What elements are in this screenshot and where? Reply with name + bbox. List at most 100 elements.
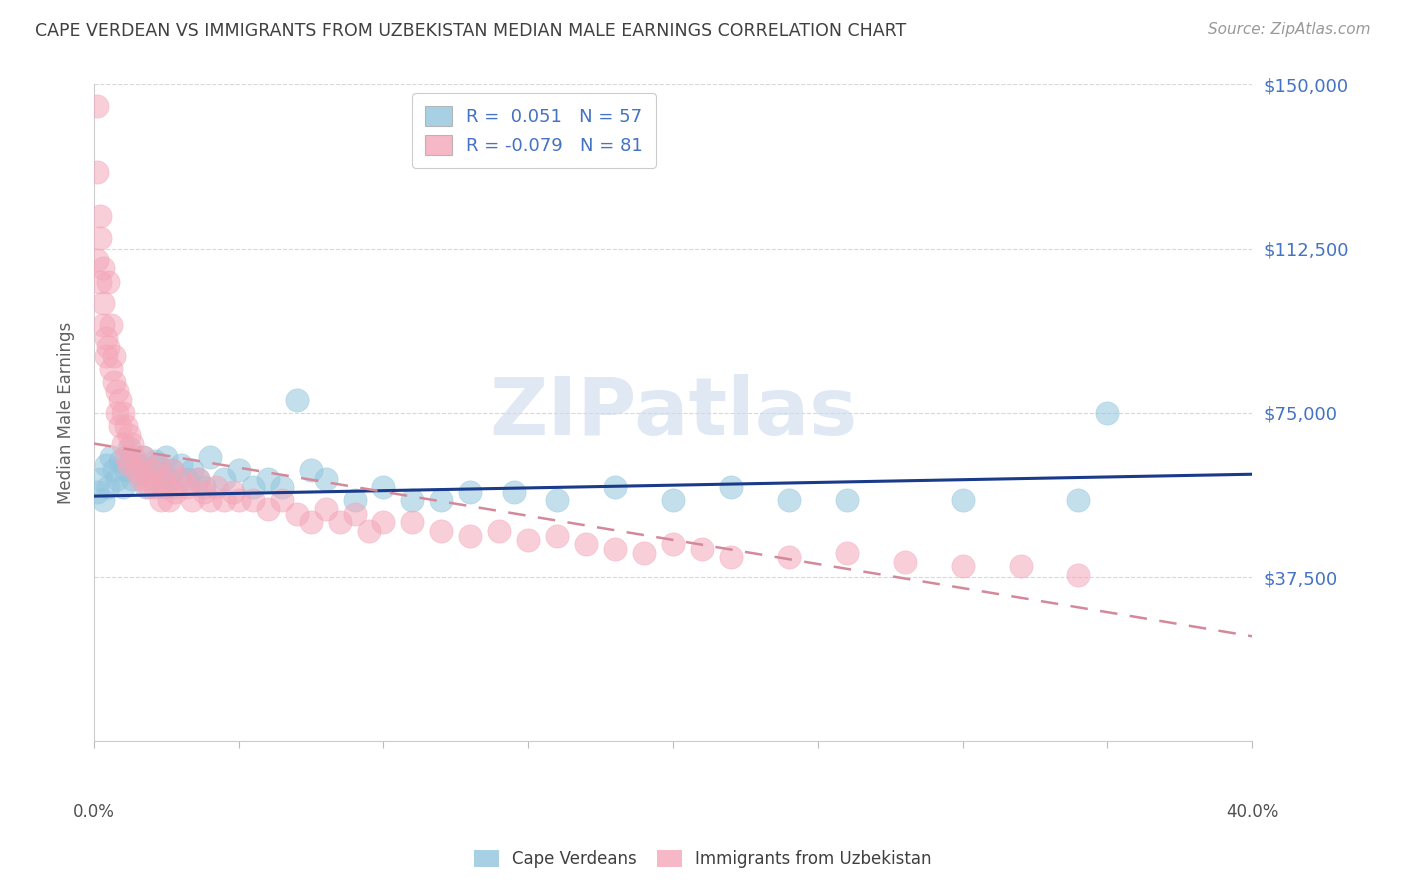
Point <box>86 165 108 179</box>
Point <box>228 493 250 508</box>
Point <box>1067 568 1090 582</box>
Point <box>778 550 800 565</box>
Point <box>86 99 108 113</box>
Point <box>835 546 858 560</box>
Point <box>157 493 180 508</box>
Point <box>108 392 131 407</box>
Point <box>242 480 264 494</box>
Point <box>575 537 598 551</box>
Point <box>124 450 146 464</box>
Point <box>1010 559 1032 574</box>
Point <box>285 392 308 407</box>
Point <box>690 541 713 556</box>
Point <box>460 528 482 542</box>
Point <box>138 463 160 477</box>
Point <box>118 441 141 455</box>
Point <box>105 384 128 398</box>
Point <box>114 463 136 477</box>
Point <box>97 340 120 354</box>
Point <box>86 484 108 499</box>
Point <box>121 436 143 450</box>
Point <box>135 480 157 494</box>
Point <box>100 362 122 376</box>
Point <box>160 463 183 477</box>
Point <box>952 493 974 508</box>
Point <box>146 458 169 473</box>
Point <box>605 480 627 494</box>
Point <box>118 458 141 473</box>
Point <box>198 450 221 464</box>
Point <box>170 472 193 486</box>
Point <box>343 493 366 508</box>
Point <box>212 493 235 508</box>
Point <box>170 458 193 473</box>
Point <box>401 493 423 508</box>
Point <box>163 480 186 494</box>
Point <box>299 516 322 530</box>
Point <box>89 209 111 223</box>
Text: 40.0%: 40.0% <box>1226 803 1278 821</box>
Text: Source: ZipAtlas.com: Source: ZipAtlas.com <box>1208 22 1371 37</box>
Point <box>343 507 366 521</box>
Point <box>103 463 125 477</box>
Point <box>94 331 117 345</box>
Point <box>149 493 172 508</box>
Point <box>141 463 163 477</box>
Point <box>952 559 974 574</box>
Point <box>662 537 685 551</box>
Point <box>91 296 114 310</box>
Point <box>132 450 155 464</box>
Point <box>89 231 111 245</box>
Point <box>94 349 117 363</box>
Point <box>546 493 568 508</box>
Point <box>187 472 209 486</box>
Point <box>315 472 337 486</box>
Point <box>198 493 221 508</box>
Point <box>193 484 215 499</box>
Point <box>517 533 540 547</box>
Point <box>135 472 157 486</box>
Point <box>100 318 122 333</box>
Point <box>1067 493 1090 508</box>
Point <box>193 480 215 494</box>
Point <box>1097 406 1119 420</box>
Point <box>460 484 482 499</box>
Point <box>256 472 278 486</box>
Point <box>778 493 800 508</box>
Point <box>127 463 149 477</box>
Point <box>181 463 204 477</box>
Point <box>373 516 395 530</box>
Point <box>181 493 204 508</box>
Text: 0.0%: 0.0% <box>73 803 115 821</box>
Point <box>129 472 152 486</box>
Text: CAPE VERDEAN VS IMMIGRANTS FROM UZBEKISTAN MEDIAN MALE EARNINGS CORRELATION CHAR: CAPE VERDEAN VS IMMIGRANTS FROM UZBEKIST… <box>35 22 907 40</box>
Y-axis label: Median Male Earnings: Median Male Earnings <box>58 322 75 504</box>
Point <box>108 454 131 468</box>
Point <box>138 480 160 494</box>
Point <box>430 493 453 508</box>
Point <box>633 546 655 560</box>
Point <box>143 454 166 468</box>
Point <box>228 463 250 477</box>
Point <box>373 480 395 494</box>
Point <box>114 450 136 464</box>
Point <box>285 507 308 521</box>
Point <box>97 480 120 494</box>
Point <box>97 275 120 289</box>
Point <box>103 376 125 390</box>
Point <box>108 419 131 434</box>
Point <box>91 261 114 276</box>
Point <box>271 493 294 508</box>
Point <box>401 516 423 530</box>
Point <box>89 472 111 486</box>
Legend: R =  0.051   N = 57, R = -0.079   N = 81: R = 0.051 N = 57, R = -0.079 N = 81 <box>412 94 655 168</box>
Legend: Cape Verdeans, Immigrants from Uzbekistan: Cape Verdeans, Immigrants from Uzbekista… <box>467 843 939 875</box>
Point <box>105 406 128 420</box>
Point <box>157 472 180 486</box>
Point <box>299 463 322 477</box>
Point <box>111 406 134 420</box>
Point <box>256 502 278 516</box>
Point <box>94 458 117 473</box>
Point <box>546 528 568 542</box>
Point <box>187 472 209 486</box>
